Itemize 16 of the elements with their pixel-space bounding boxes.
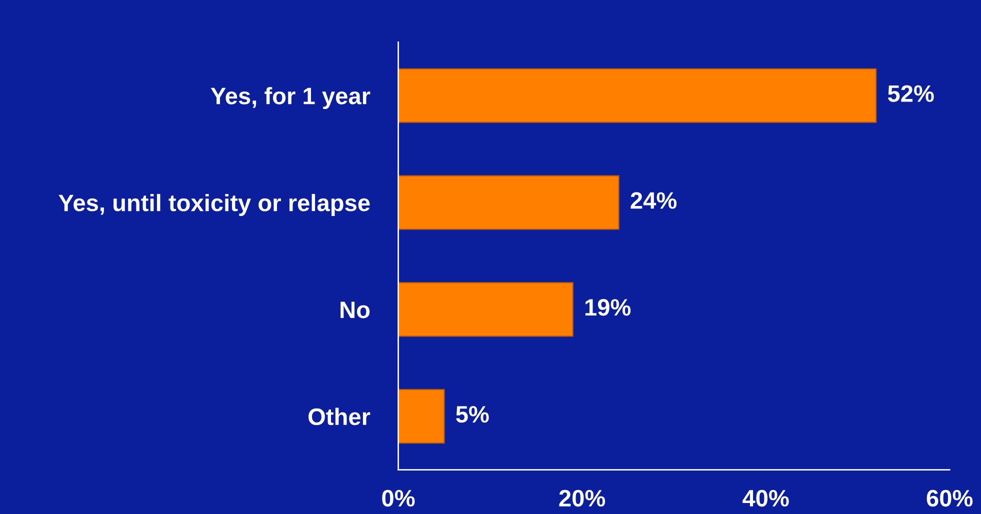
x-tick-label: 0% <box>382 490 415 507</box>
y-tick-label: Yes, until toxicity or relapse <box>58 194 370 216</box>
x-tick-label: 60% <box>926 490 973 507</box>
bar <box>398 282 574 337</box>
data-label: 52% <box>888 85 934 102</box>
y-tick-label: Yes, for 1 year <box>210 87 370 110</box>
bar <box>398 68 877 123</box>
data-label: 5% <box>456 406 489 423</box>
bar <box>398 175 620 230</box>
bar <box>398 389 445 444</box>
data-label: 19% <box>585 299 631 316</box>
y-tick-label: Other <box>308 408 370 426</box>
x-tick-label: 40% <box>742 490 789 507</box>
data-label: 24% <box>630 192 677 209</box>
x-tick-label: 20% <box>559 490 606 507</box>
y-tick-label: No <box>340 302 370 318</box>
